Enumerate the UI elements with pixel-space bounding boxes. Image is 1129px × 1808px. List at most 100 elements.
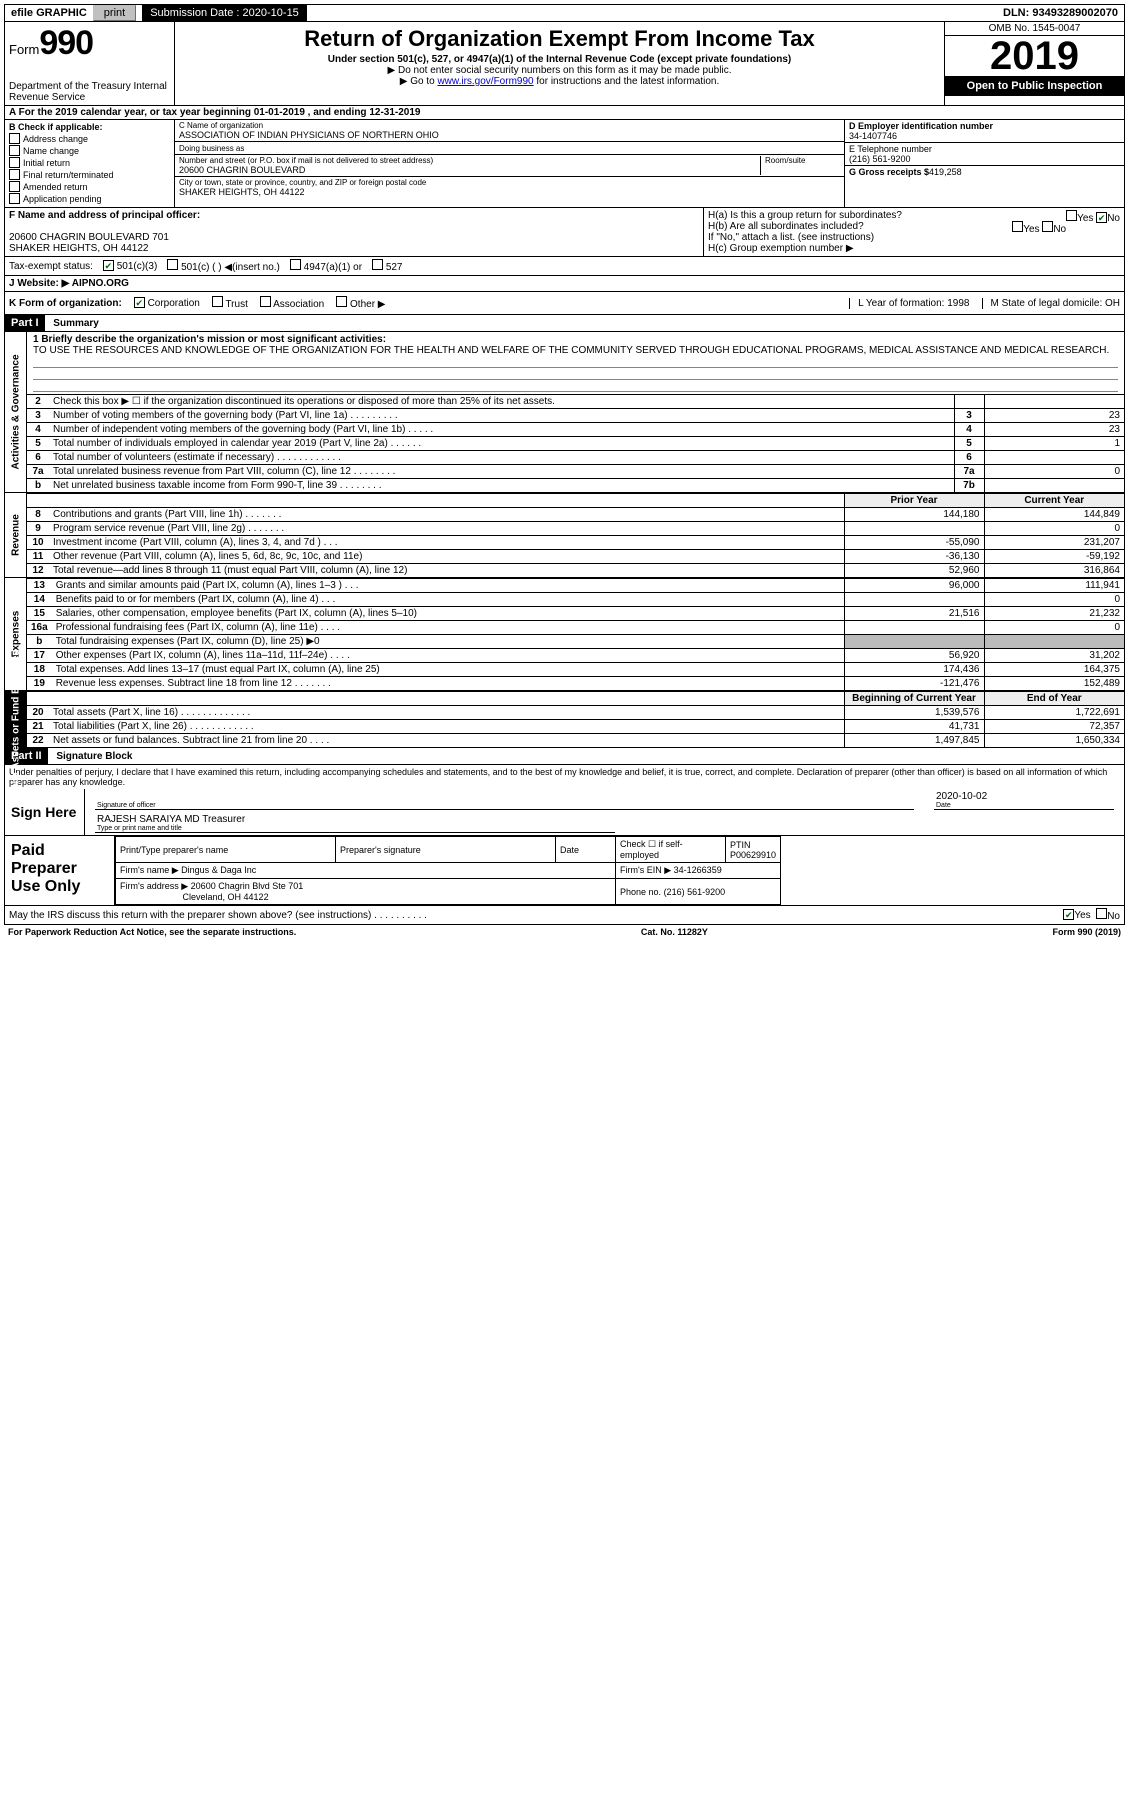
print-button[interactable]: print (93, 5, 136, 21)
table-row: 6Total number of volunteers (estimate if… (27, 451, 1124, 465)
chk-4947[interactable]: 4947(a)(1) or (290, 259, 362, 273)
header-right: OMB No. 1545-0047 2019 Open to Public In… (944, 22, 1124, 105)
irs-link[interactable]: www.irs.gov/Form990 (437, 76, 533, 87)
sign-date: 2020-10-02Date (934, 791, 1114, 810)
part-i-header: Part I Summary (4, 315, 1125, 332)
cat-no: Cat. No. 11282Y (641, 927, 708, 937)
discuss-row: May the IRS discuss this return with the… (5, 905, 1124, 924)
table-row: bTotal fundraising expenses (Part IX, co… (27, 635, 1124, 649)
chk-assoc[interactable]: Association (260, 296, 324, 310)
section-expenses: Expenses 13Grants and similar amounts pa… (4, 578, 1125, 691)
table-row: 3Number of voting members of the governi… (27, 409, 1124, 423)
table-row: 20Total assets (Part X, line 16) . . . .… (27, 706, 1124, 720)
preparer-label: Paid Preparer Use Only (5, 836, 115, 905)
c-name: C Name of organization ASSOCIATION OF IN… (175, 120, 844, 142)
chk-name[interactable]: Name change (9, 145, 170, 156)
open-inspection: Open to Public Inspection (945, 76, 1124, 96)
c-city: City or town, state or province, country… (175, 177, 844, 198)
table-row: 14Benefits paid to or for members (Part … (27, 593, 1124, 607)
d-phone: E Telephone number (216) 561-9200 (845, 143, 1124, 166)
chk-501c[interactable]: 501(c) ( ) ◀(insert no.) (167, 259, 280, 273)
chk-initial[interactable]: Initial return (9, 157, 170, 168)
chk-trust[interactable]: Trust (212, 296, 248, 310)
form-note-2: ▶ Go to www.irs.gov/Form990 for instruct… (179, 76, 940, 87)
header-mid: Return of Organization Exempt From Incom… (175, 22, 944, 105)
m-state: M State of legal domicile: OH (982, 298, 1121, 309)
prep-ptin: PTINP00629910 (726, 837, 781, 863)
expenses-table: 13Grants and similar amounts paid (Part … (27, 578, 1124, 690)
chk-pending[interactable]: Application pending (9, 193, 170, 204)
form-note-1: ▶ Do not enter social security numbers o… (179, 65, 940, 76)
col-c: C Name of organization ASSOCIATION OF IN… (175, 120, 844, 207)
perjury-text: Under penalties of perjury, I declare th… (5, 765, 1124, 789)
chk-other[interactable]: Other ▶ (336, 296, 385, 310)
section-revenue: Revenue Prior YearCurrent Year 8Contribu… (4, 493, 1125, 578)
prep-self-hdr: Check ☐ if self-employed (616, 837, 726, 863)
table-row: 17Other expenses (Part IX, column (A), l… (27, 649, 1124, 663)
revenue-table: Prior YearCurrent Year 8Contributions an… (27, 493, 1124, 577)
part-ii-header: Part II Signature Block (4, 748, 1125, 765)
form-header: Form990 Department of the Treasury Inter… (4, 22, 1125, 106)
firm-addr: Firm's address ▶ 20600 Chagrin Blvd Ste … (116, 879, 616, 905)
pra-notice: For Paperwork Reduction Act Notice, see … (8, 927, 296, 937)
table-row: 13Grants and similar amounts paid (Part … (27, 579, 1124, 593)
signature-block: Under penalties of perjury, I declare th… (4, 765, 1125, 925)
sign-here-row: Sign Here Signature of officer 2020-10-0… (5, 789, 1124, 835)
form-title: Return of Organization Exempt From Incom… (179, 26, 940, 52)
tax-year: 2019 (945, 36, 1124, 76)
table-row: 2Check this box ▶ ☐ if the organization … (27, 395, 1124, 409)
row-fh: F Name and address of principal officer:… (4, 208, 1125, 257)
chk-amended[interactable]: Amended return (9, 181, 170, 192)
row-j: J Website: ▶ AIPNO.ORG (4, 276, 1125, 292)
chk-corp[interactable]: Corporation (134, 297, 200, 309)
sidebar-governance: Activities & Governance (5, 332, 27, 492)
submission-date: Submission Date : 2020-10-15 (142, 5, 307, 21)
l-year: L Year of formation: 1998 (849, 298, 969, 309)
row-k: K Form of organization: Corporation Trus… (4, 292, 1125, 315)
col-d: D Employer identification number 34-1407… (844, 120, 1124, 207)
d-gross: G Gross receipts $419,258 (845, 166, 1124, 178)
d-ein: D Employer identification number 34-1407… (845, 120, 1124, 143)
h-group: H(a) Is this a group return for subordin… (704, 208, 1124, 256)
discuss-yes[interactable]: Yes (1063, 909, 1090, 921)
section-netassets: Net Assets or Fund Balances Beginning of… (4, 691, 1125, 748)
table-row: 21Total liabilities (Part X, line 26) . … (27, 720, 1124, 734)
hc: H(c) Group exemption number ▶ (708, 243, 1120, 254)
table-row: 15Salaries, other compensation, employee… (27, 607, 1124, 621)
firm-ein: Firm's EIN ▶ 34-1266359 (616, 863, 781, 879)
form-number: Form990 (9, 24, 170, 63)
chk-527[interactable]: 527 (372, 259, 402, 273)
discuss-no[interactable]: No (1096, 908, 1120, 922)
department-label: Department of the Treasury Internal Reve… (9, 81, 170, 103)
table-row: 18Total expenses. Add lines 13–17 (must … (27, 663, 1124, 677)
form-ref: Form 990 (2019) (1052, 927, 1121, 937)
table-row: 19Revenue less expenses. Subtract line 1… (27, 677, 1124, 691)
governance-table: 2Check this box ▶ ☐ if the organization … (27, 394, 1124, 492)
chk-501c3[interactable]: 501(c)(3) (103, 260, 157, 272)
chk-address[interactable]: Address change (9, 133, 170, 144)
officer-signature[interactable]: Signature of officer (95, 791, 914, 810)
line-a: A For the 2019 calendar year, or tax yea… (4, 106, 1125, 120)
section-governance: Activities & Governance 1 Briefly descri… (4, 332, 1125, 493)
sidebar-netassets: Net Assets or Fund Balances (5, 691, 27, 747)
table-row: 9Program service revenue (Part VIII, lin… (27, 522, 1124, 536)
footer: For Paperwork Reduction Act Notice, see … (4, 925, 1125, 939)
table-row: 8Contributions and grants (Part VIII, li… (27, 508, 1124, 522)
header-left: Form990 Department of the Treasury Inter… (5, 22, 175, 105)
table-row: 4Number of independent voting members of… (27, 423, 1124, 437)
efile-label: efile GRAPHIC (5, 5, 93, 21)
chk-final[interactable]: Final return/terminated (9, 169, 170, 180)
table-row: 12Total revenue—add lines 8 through 11 (… (27, 564, 1124, 578)
prep-date-hdr: Date (556, 837, 616, 863)
table-row: 7aTotal unrelated business revenue from … (27, 465, 1124, 479)
table-row: 10Investment income (Part VIII, column (… (27, 536, 1124, 550)
dln: DLN: 93493289002070 (997, 5, 1124, 21)
firm-name: Firm's name ▶ Dingus & Daga Inc (116, 863, 616, 879)
table-row: 22Net assets or fund balances. Subtract … (27, 734, 1124, 748)
mission-block: 1 Briefly describe the organization's mi… (27, 332, 1124, 394)
table-row: bNet unrelated business taxable income f… (27, 479, 1124, 493)
c-dba: Doing business as (175, 142, 844, 155)
preparer-table: Print/Type preparer's name Preparer's si… (115, 836, 781, 905)
sidebar-revenue: Revenue (5, 493, 27, 577)
hb: H(b) Are all subordinates included? Yes … (708, 221, 1120, 232)
